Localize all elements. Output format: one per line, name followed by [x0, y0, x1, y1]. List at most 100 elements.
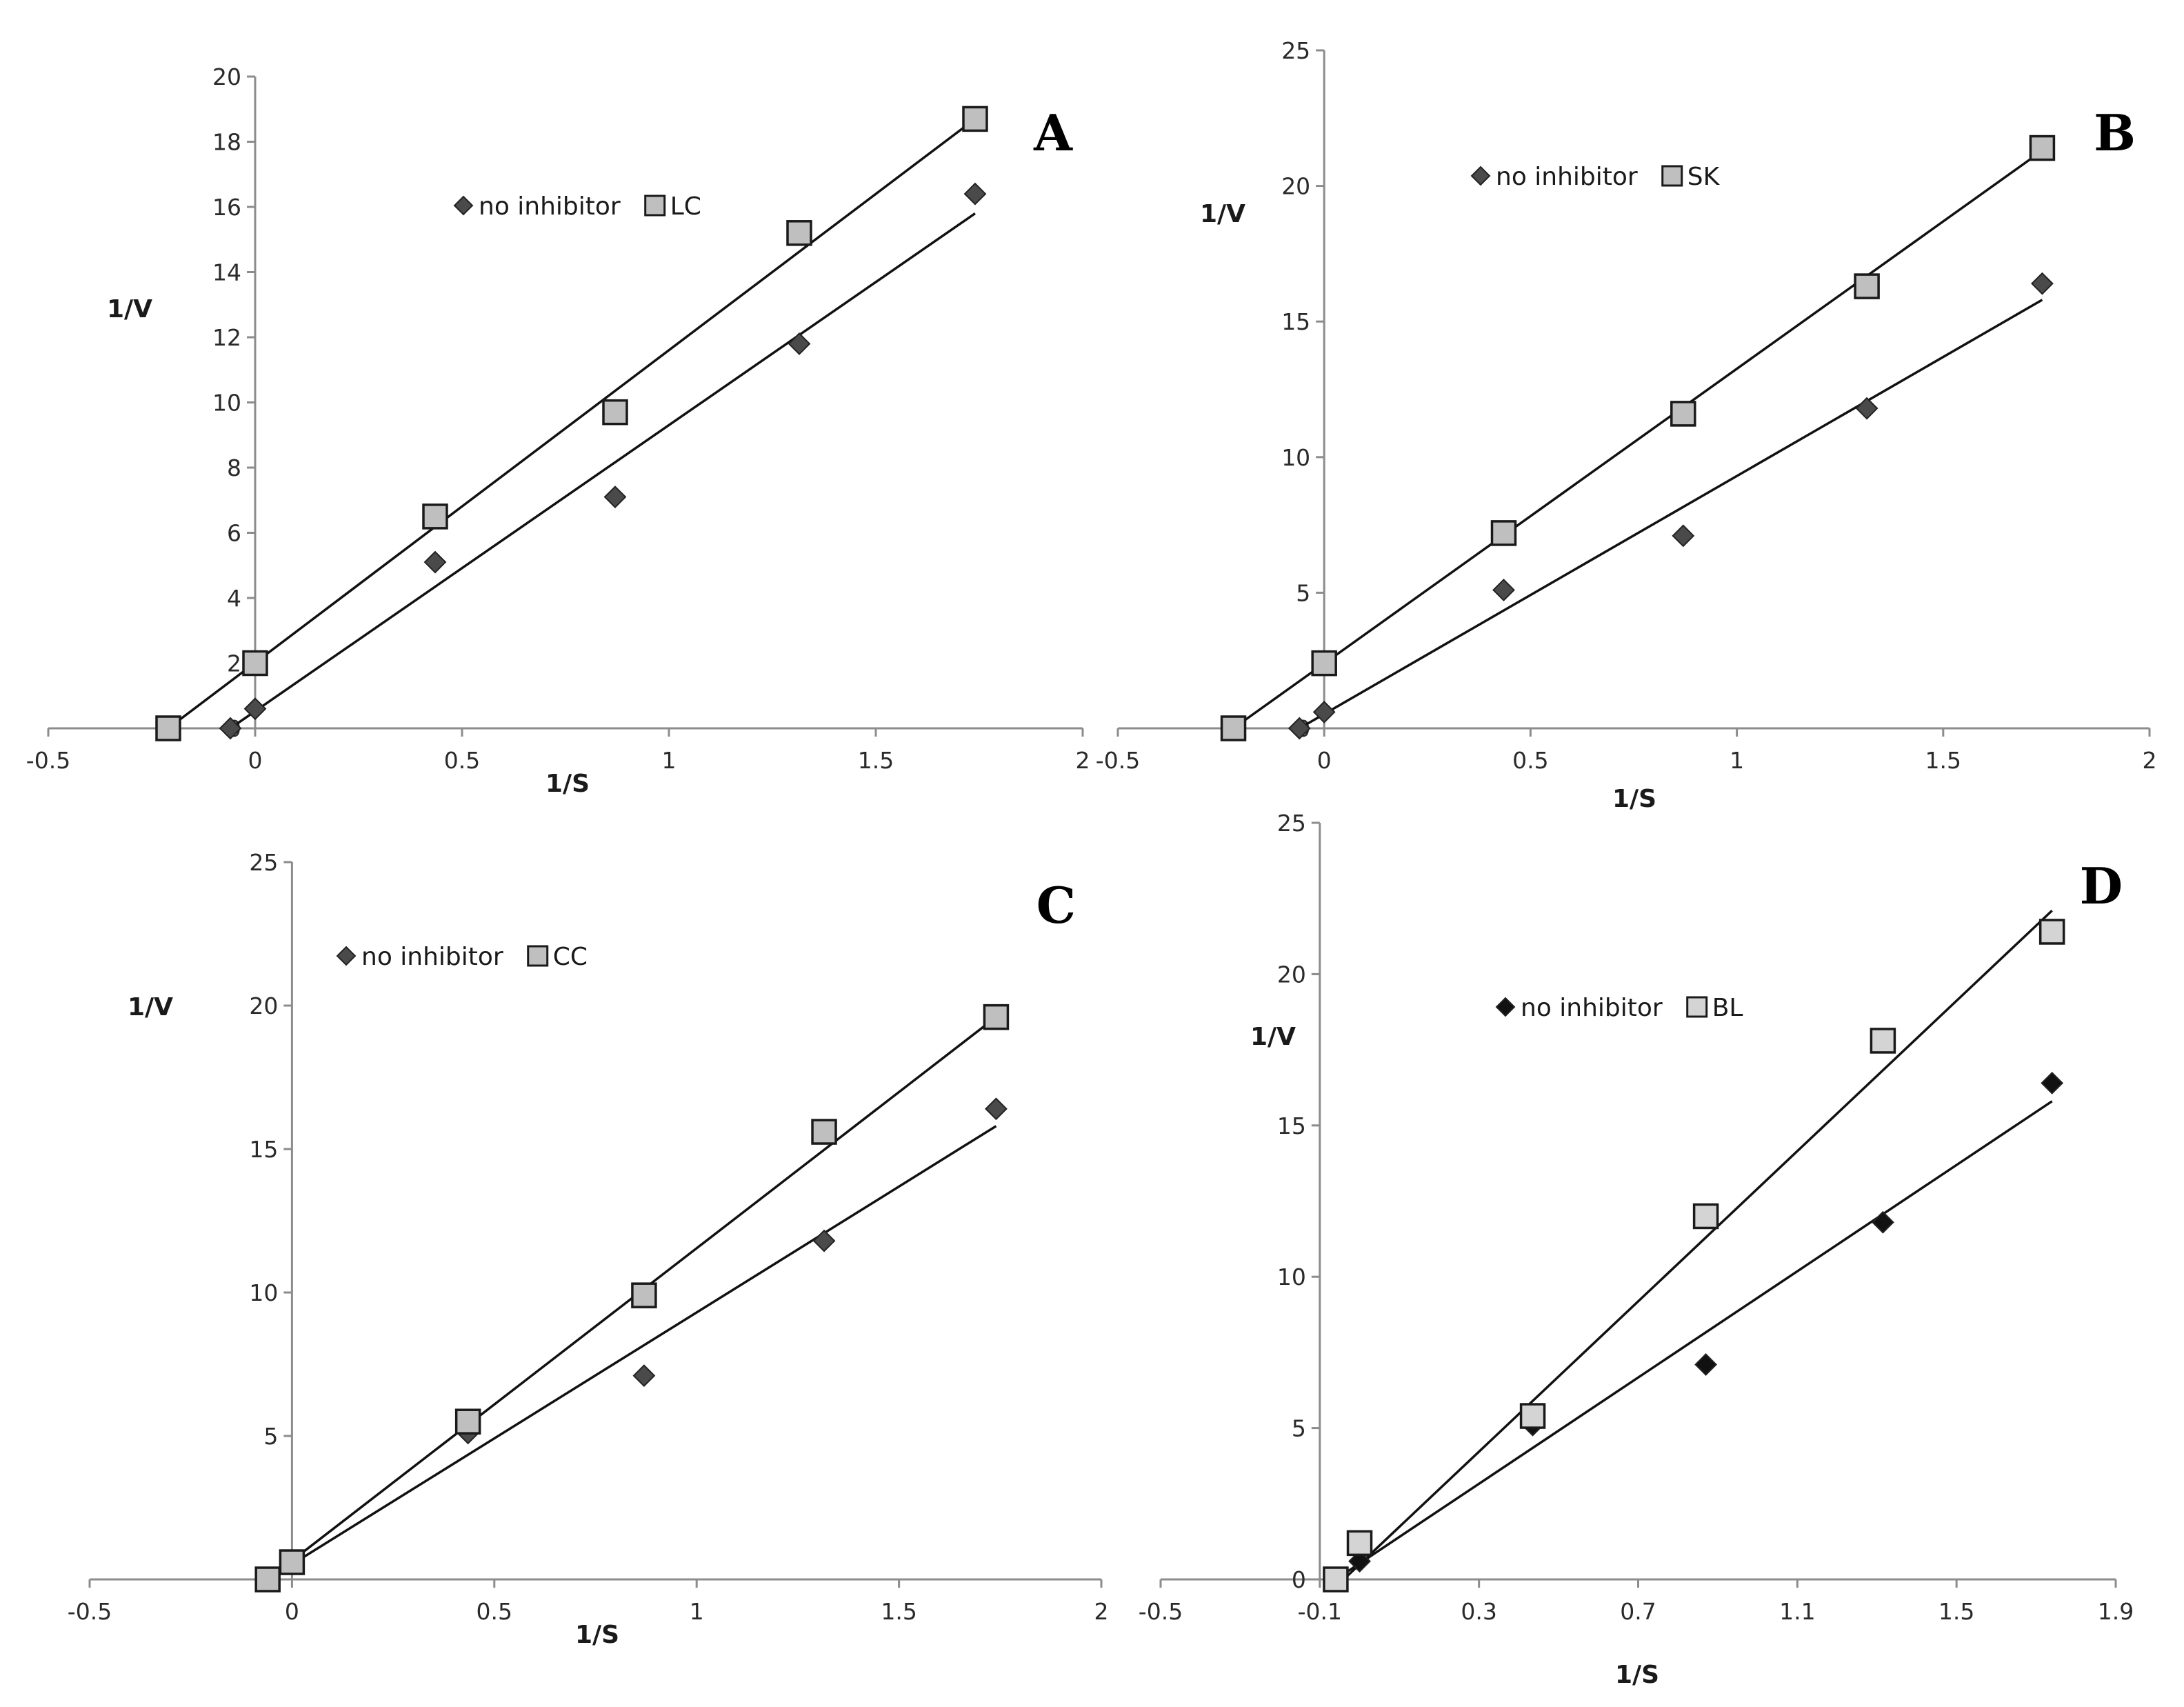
- data-point-diamond: [1672, 524, 1695, 548]
- y-tick-label: 25: [1277, 810, 1306, 837]
- data-point-square: [1220, 715, 1247, 741]
- data-point-square: [1323, 1566, 1349, 1593]
- data-point-diamond: [243, 697, 267, 721]
- x-tick-label: 0: [248, 747, 263, 774]
- data-point-square: [1346, 1530, 1373, 1557]
- legend-label: BL: [1712, 994, 1743, 1022]
- legend-marker-diamond: [336, 946, 357, 966]
- y-tick-label: 12: [212, 324, 241, 351]
- legend: no inhibitor BL: [1495, 994, 1743, 1022]
- legend-label: no inhibitor: [479, 192, 621, 221]
- panel-letter: A: [1033, 103, 1073, 162]
- trendline-no-inhibitor: [230, 212, 976, 730]
- x-tick-label: 1.5: [1938, 1598, 1974, 1625]
- x-tick-label: -0.1: [1298, 1598, 1342, 1625]
- x-tick-label: 0.7: [1620, 1598, 1656, 1625]
- data-point-diamond: [812, 1229, 836, 1252]
- data-point-square: [254, 1566, 281, 1593]
- data-point-diamond: [1312, 700, 1336, 723]
- x-tick-label: 0.5: [477, 1598, 512, 1625]
- data-point-square: [1519, 1403, 1546, 1429]
- x-axis-title: 1/S: [1612, 785, 1656, 813]
- data-point-diamond: [219, 717, 242, 740]
- y-axis-title: 1/V: [1200, 200, 1245, 228]
- data-point-square: [279, 1549, 305, 1575]
- y-tick-label: 10: [1281, 444, 1310, 471]
- y-axis-title: 1/V: [128, 993, 173, 1021]
- legend-marker-diamond: [453, 195, 474, 216]
- trendline-bl: [1343, 909, 2053, 1581]
- data-point-diamond: [1492, 579, 1515, 601]
- data-point-square: [1490, 520, 1517, 546]
- panel-letter: B: [2094, 103, 2136, 162]
- x-tick-label: -0.5: [1096, 747, 1140, 774]
- y-tick-label: 10: [249, 1279, 278, 1306]
- data-point-square: [811, 1119, 837, 1145]
- y-tick-label: 14: [212, 259, 241, 286]
- y-tick-label: 20: [1281, 173, 1310, 200]
- x-tick-label: 1.1: [1779, 1598, 1815, 1625]
- y-tick-label: 20: [249, 992, 278, 1019]
- data-point-diamond: [603, 486, 627, 508]
- x-tick-label: 1: [690, 1598, 704, 1625]
- legend-label: no inhibitor: [1496, 163, 1638, 191]
- data-point-diamond: [963, 182, 987, 206]
- y-tick-label: 18: [212, 129, 241, 156]
- x-tick-label: 2: [2143, 747, 2157, 774]
- legend-marker-square: [644, 194, 666, 217]
- trendline-lc: [167, 118, 976, 730]
- x-tick-label: 0.5: [1512, 747, 1548, 774]
- data-point-diamond: [1871, 1210, 1894, 1234]
- data-point-diamond: [423, 550, 447, 574]
- y-tick-label: 5: [1296, 579, 1310, 606]
- y-axis-title: 1/V: [107, 295, 152, 323]
- data-point-diamond: [1694, 1353, 1718, 1376]
- x-tick-label: 0: [285, 1598, 299, 1625]
- y-axis-title: 1/V: [1250, 1023, 1296, 1051]
- chart-panel-A: -0.500.511.52024681012141618201/S1/VAno …: [26, 63, 1090, 798]
- legend-label: LC: [670, 192, 701, 221]
- trendline-no-inhibitor: [1334, 1100, 2053, 1581]
- y-tick-label: 25: [249, 849, 278, 876]
- data-point-square: [631, 1282, 657, 1308]
- legend: no inhibitor LC: [453, 192, 701, 221]
- x-tick-label: 1.5: [1925, 747, 1961, 774]
- x-tick-label: 1.5: [858, 747, 894, 774]
- y-tick-label: 2: [227, 650, 241, 677]
- x-tick-label: 0.3: [1461, 1598, 1496, 1625]
- trendline-sk: [1232, 150, 2043, 730]
- legend: no inhibitor SK: [1470, 163, 1721, 191]
- y-tick-label: 16: [212, 194, 241, 221]
- y-tick-label: 15: [249, 1136, 278, 1163]
- y-tick-label: 10: [1277, 1264, 1306, 1290]
- x-tick-label: 0: [1317, 747, 1332, 774]
- y-tick-label: 20: [1277, 961, 1306, 988]
- legend-marker-diamond: [1470, 166, 1491, 186]
- x-axis-title: 1/S: [1615, 1661, 1659, 1689]
- legend-label: no inhibitor: [361, 943, 503, 971]
- data-point-square: [1311, 650, 1337, 677]
- data-point-diamond: [985, 1097, 1008, 1121]
- data-point-square: [2038, 919, 2065, 945]
- data-point-square: [602, 399, 628, 426]
- data-point-diamond: [1348, 1550, 1371, 1573]
- y-tick-label: 4: [227, 585, 241, 612]
- x-tick-label: 1.5: [881, 1598, 916, 1625]
- legend-marker-square: [1661, 165, 1683, 187]
- data-point-diamond: [788, 332, 811, 355]
- chart-panel-D: -0.5 -0.1 0.3 0.7 1.1 1.5 1.9 0 5 10 15 20 25 1/S 1/V D…: [1139, 810, 2134, 1689]
- y-tick-label: 15: [1277, 1112, 1306, 1139]
- y-tick-label: 15: [1281, 308, 1310, 335]
- data-point-diamond: [2031, 272, 2054, 295]
- x-tick-label: 2: [1094, 1598, 1109, 1625]
- trendline-no-inhibitor: [267, 1125, 997, 1581]
- y-tick-label: 10: [212, 390, 241, 417]
- legend: no inhibitor CC: [336, 943, 588, 971]
- data-point-square: [983, 1004, 1010, 1030]
- x-tick-label: 1: [662, 747, 677, 774]
- x-axis-title: 1/S: [545, 770, 590, 798]
- data-point-square: [242, 650, 268, 677]
- x-tick-label: 0.5: [444, 747, 480, 774]
- panel-letter: D: [2080, 857, 2123, 915]
- data-point-square: [422, 503, 448, 530]
